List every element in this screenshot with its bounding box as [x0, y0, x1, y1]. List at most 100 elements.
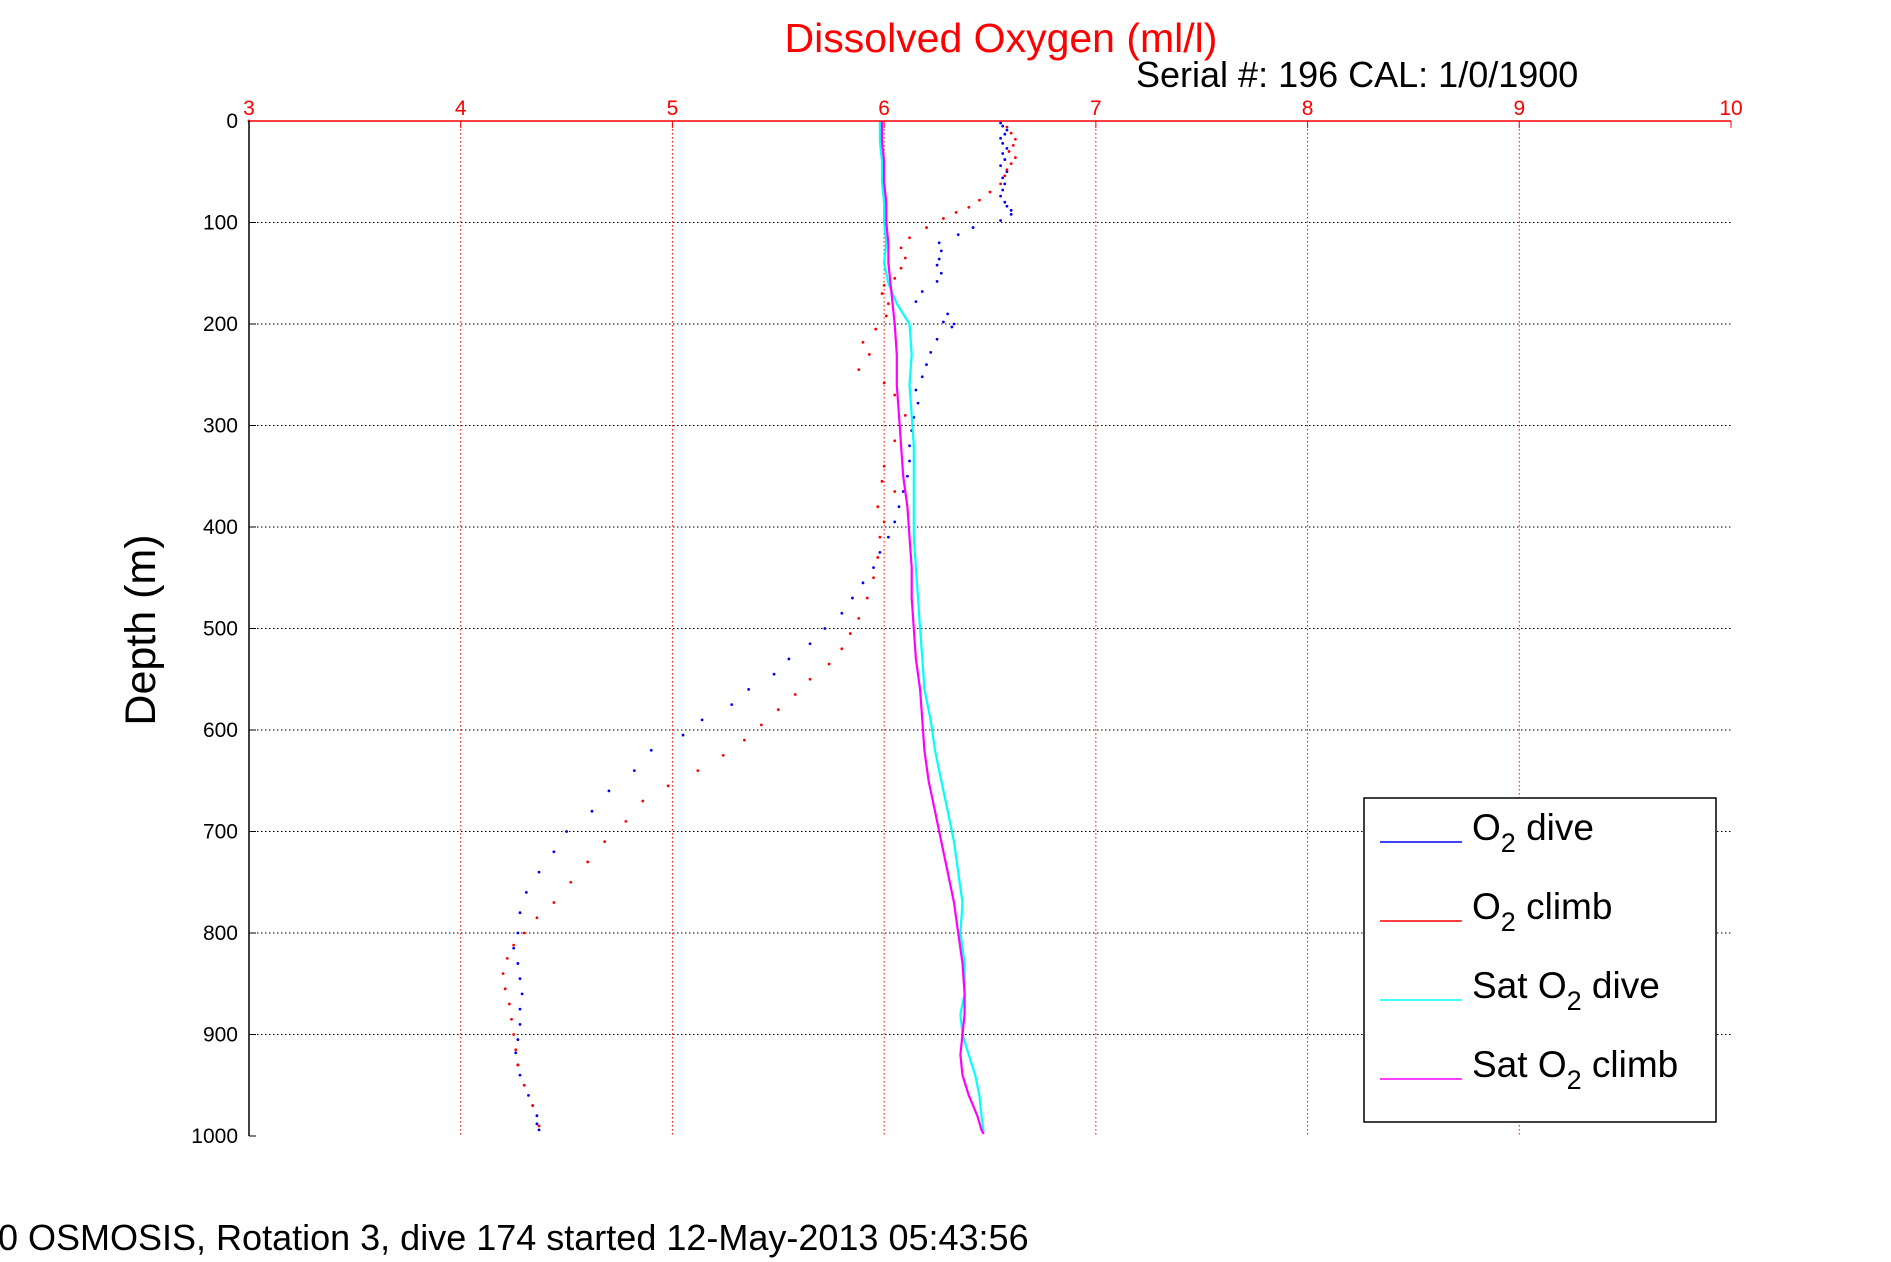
data-point	[903, 413, 907, 417]
data-point	[510, 1017, 513, 1021]
data-point	[565, 830, 568, 833]
data-point	[893, 520, 897, 524]
series-line	[878, 121, 985, 1133]
data-point	[787, 657, 791, 661]
data-point	[501, 972, 505, 975]
data-point	[912, 415, 916, 419]
data-point	[512, 946, 516, 950]
data-point	[882, 381, 886, 385]
data-point	[861, 340, 865, 344]
data-point	[897, 505, 901, 509]
data-point	[531, 1104, 535, 1107]
data-point	[696, 769, 700, 772]
data-point	[1005, 204, 1009, 208]
data-point	[516, 1063, 520, 1067]
data-point	[1003, 200, 1007, 204]
data-point	[872, 566, 875, 569]
y-tick-label: 0	[226, 110, 238, 133]
data-point	[666, 784, 670, 788]
data-point	[522, 1083, 526, 1087]
data-point	[537, 870, 541, 874]
data-point	[514, 1051, 518, 1055]
data-point	[535, 1122, 539, 1126]
data-point	[878, 535, 882, 539]
data-point	[882, 464, 886, 468]
data-point	[516, 931, 520, 935]
x-tick-label: 6	[878, 97, 890, 120]
legend-label-sat-o2-dive: Sat O2 dive	[1472, 965, 1660, 1016]
data-point	[1001, 141, 1005, 145]
data-point	[925, 363, 928, 366]
data-point	[518, 1022, 522, 1026]
data-point	[793, 693, 797, 696]
data-point	[867, 353, 871, 356]
data-point	[524, 891, 528, 894]
data-point	[759, 723, 763, 727]
data-point	[901, 490, 905, 493]
data-point	[827, 662, 831, 666]
data-point	[876, 556, 880, 559]
y-tick-label: 1000	[191, 1125, 238, 1148]
chart-title: Dissolved Oxygen (ml/l)	[785, 15, 1218, 61]
data-point	[808, 642, 812, 646]
data-point	[899, 246, 903, 250]
data-point	[1003, 158, 1007, 161]
legend-label-o2-climb: O2 climb	[1472, 886, 1612, 937]
y-tick-label: 100	[203, 212, 238, 235]
data-point	[772, 672, 776, 676]
data-point	[590, 809, 594, 813]
legend-label-sat-o2-climb: Sat O2 climb	[1472, 1044, 1678, 1095]
data-point	[880, 292, 884, 295]
data-point	[893, 276, 897, 280]
data-point	[516, 1038, 520, 1041]
y-tick-label: 200	[203, 313, 238, 336]
data-point	[857, 616, 861, 620]
data-point	[935, 279, 939, 283]
axes: 3 4 5 6 7 8 9 100100200300400500600700800900100…	[191, 97, 1742, 1148]
data-point	[952, 322, 956, 326]
data-point	[537, 1128, 541, 1132]
x-tick-label: 9	[1513, 97, 1525, 120]
data-point	[884, 314, 888, 318]
x-tick-label: 8	[1302, 97, 1314, 120]
data-point	[681, 733, 685, 737]
data-point	[942, 320, 945, 324]
series-2	[878, 121, 985, 1133]
data-point	[893, 439, 897, 443]
data-point	[999, 194, 1002, 198]
data-point	[518, 1073, 522, 1077]
data-point	[840, 611, 844, 615]
plot-series	[247, 119, 1017, 1135]
data-point	[1003, 174, 1007, 178]
data-point	[514, 1048, 518, 1052]
legend-entry-o2-dive: O2 dive	[1380, 807, 1594, 858]
data-point	[954, 210, 958, 214]
y-tick-label: 300	[203, 415, 238, 438]
data-point	[946, 312, 950, 316]
data-point	[925, 226, 928, 229]
data-point	[988, 190, 992, 194]
data-point	[823, 627, 827, 630]
data-point	[1001, 124, 1005, 128]
y-tick-label: 500	[203, 618, 238, 641]
data-point	[865, 596, 869, 600]
data-point	[914, 300, 918, 304]
data-point	[882, 284, 886, 287]
data-point	[518, 1007, 522, 1011]
series-0	[512, 121, 1013, 1132]
data-point	[641, 799, 645, 803]
data-point	[1005, 125, 1009, 129]
series-1	[247, 119, 1017, 1128]
y-tick-label: 600	[203, 719, 238, 742]
y-tick-label: 800	[203, 922, 238, 945]
data-point	[942, 217, 945, 220]
data-point	[700, 718, 704, 722]
data-point	[978, 198, 981, 202]
data-point	[776, 708, 780, 712]
data-point	[649, 748, 653, 752]
data-point	[886, 535, 890, 539]
data-point	[850, 596, 854, 600]
data-point	[516, 962, 520, 965]
data-point	[999, 136, 1002, 140]
